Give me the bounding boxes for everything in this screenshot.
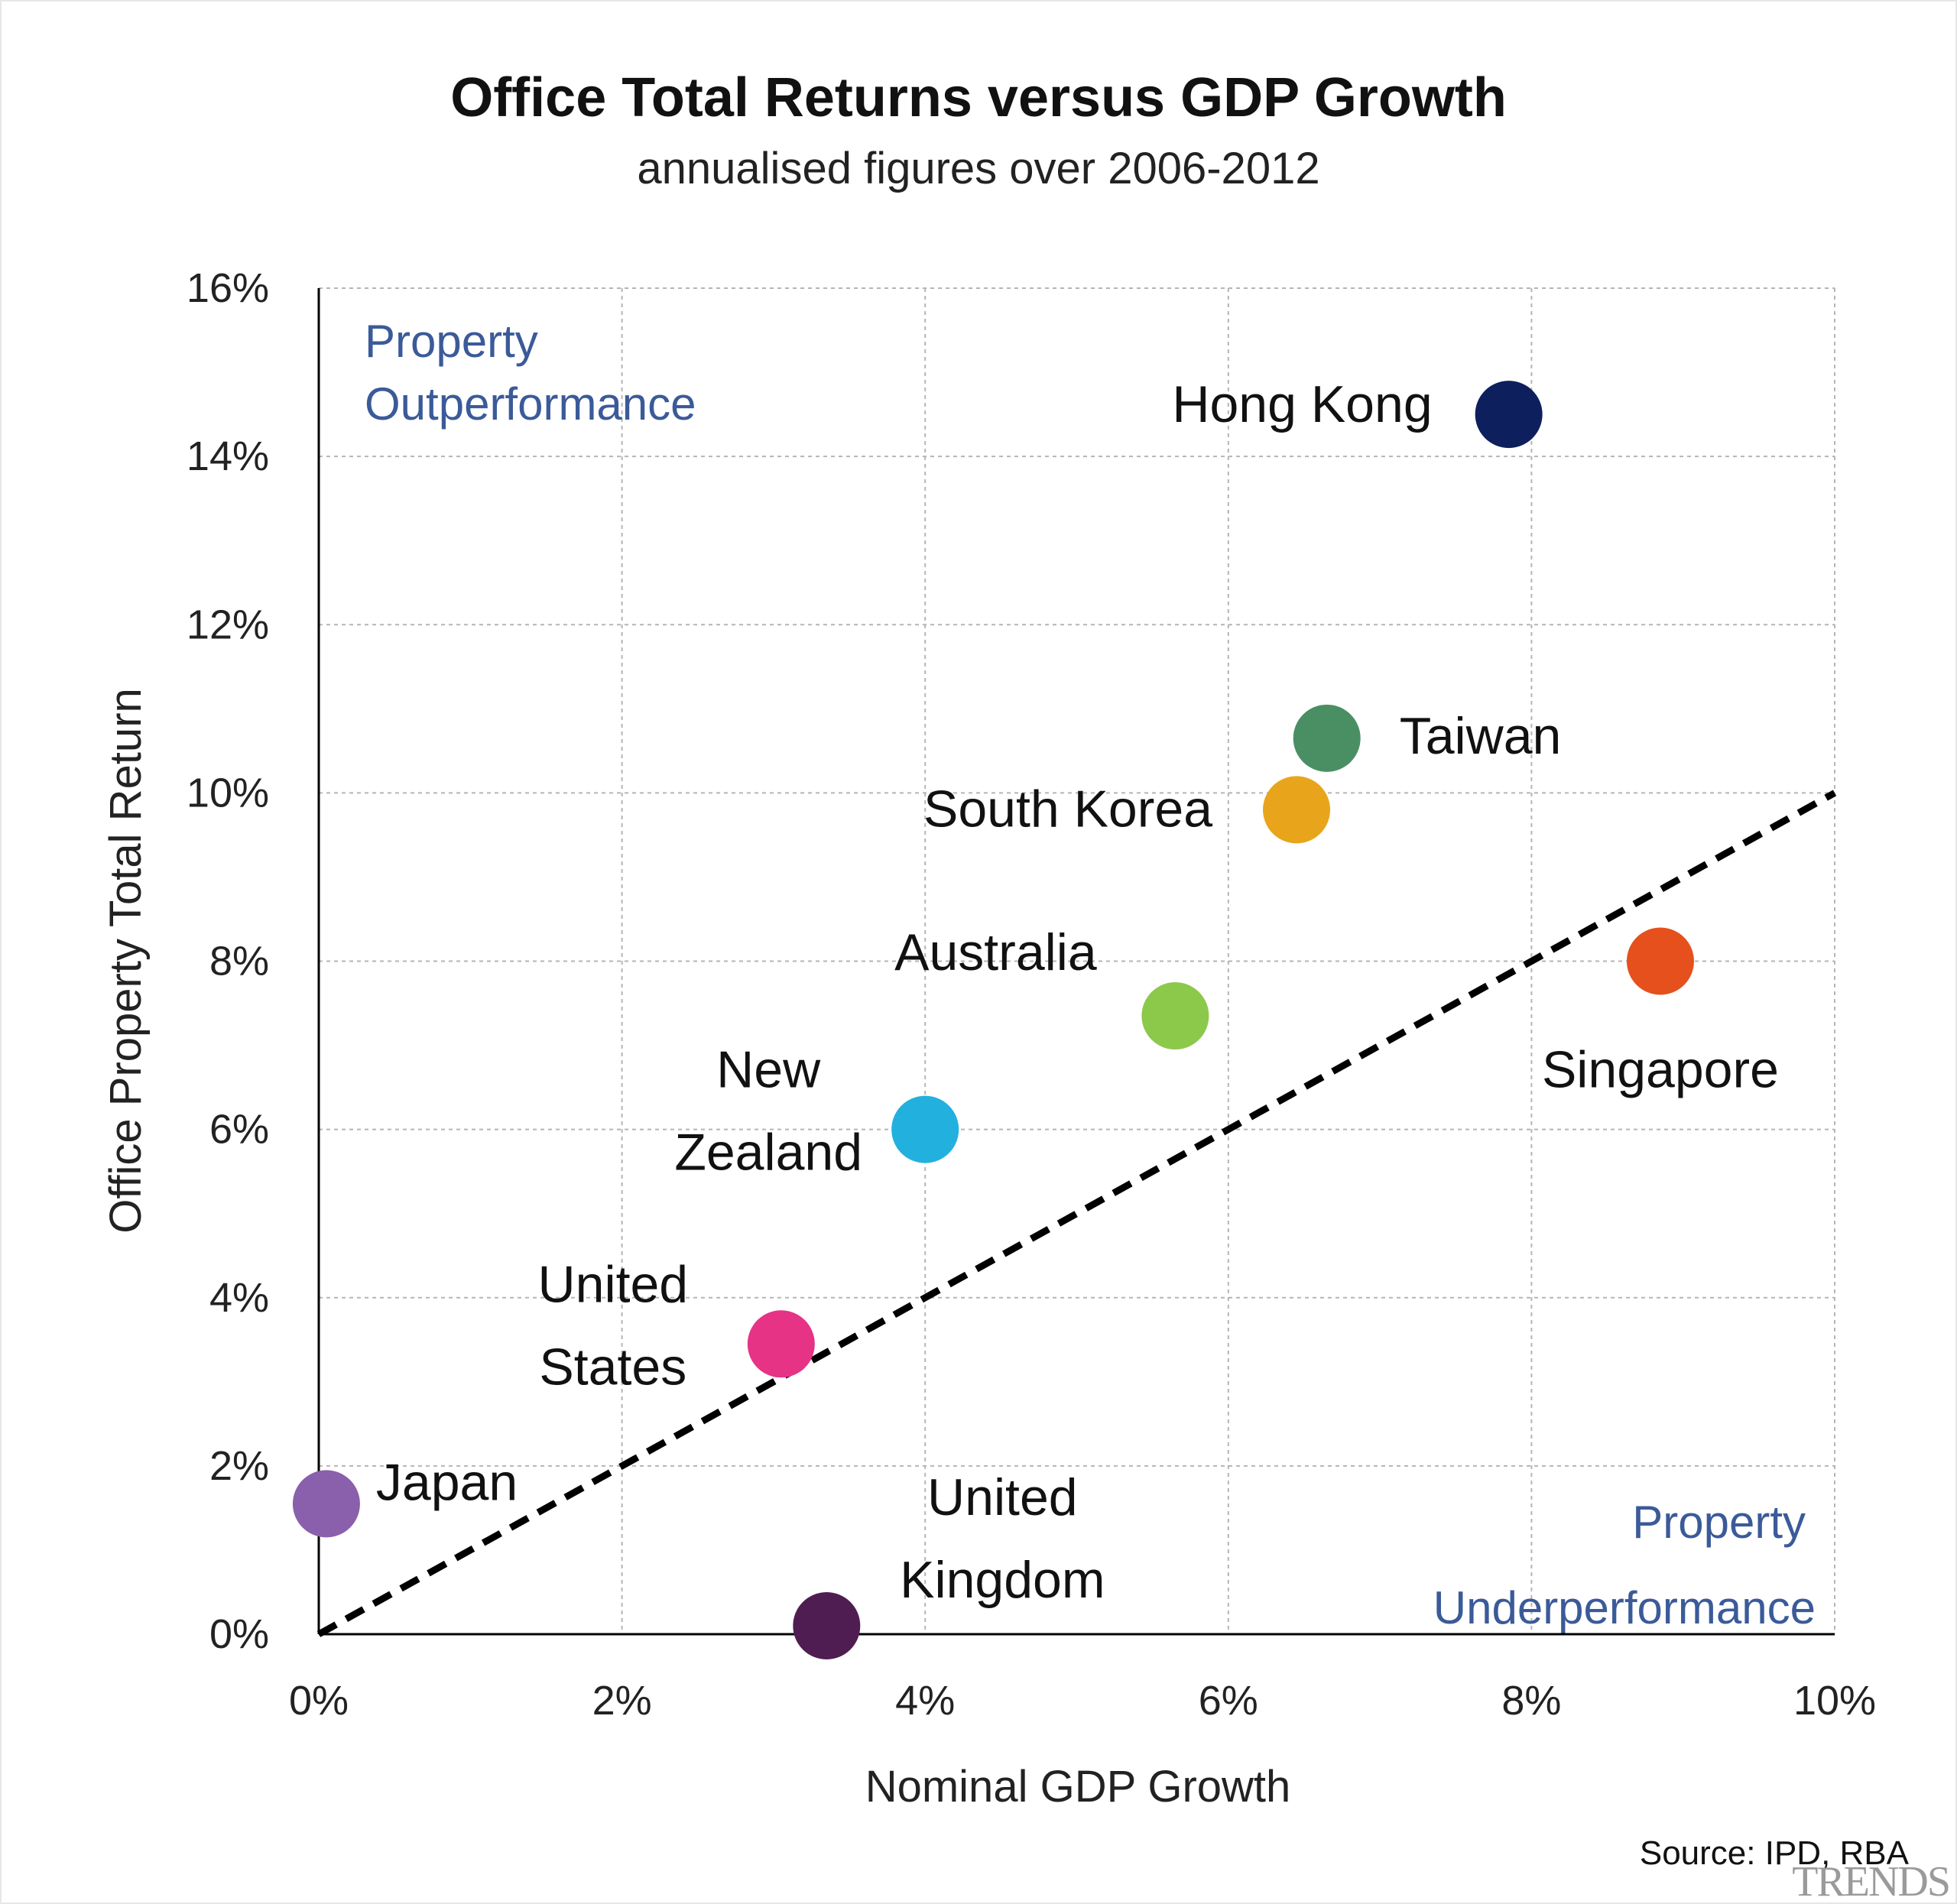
axes (317, 288, 1835, 1636)
x-tick-label: 0% (289, 1678, 349, 1724)
x-tick-label: 4% (895, 1678, 955, 1724)
point-hong-kong (1475, 381, 1543, 449)
y-tick-label: 0% (209, 1611, 269, 1657)
quadrant-annotations: Property Outperformance Property Underperfo… (365, 316, 1816, 1633)
point-singapore (1626, 927, 1694, 995)
tick-labels: 0% 2% 4% 6% 8% 10% 0% 2% 4% 6% 8% 10% 12% 14% 16% (187, 265, 1876, 1724)
y-tick-label: 8% (209, 939, 269, 984)
point-united-states (747, 1310, 815, 1378)
point-australia (1141, 982, 1209, 1050)
point-taiwan (1293, 704, 1361, 772)
label-united-states: United States (538, 1255, 689, 1396)
x-tick-label: 2% (592, 1678, 652, 1724)
y-tick-label: 14% (187, 433, 269, 479)
chart-subtitle: annualised figures over 2006-2012 (637, 144, 1319, 193)
label-new-zealand: New Zealand (674, 1041, 862, 1182)
label-singapore: Singapore (1542, 1041, 1779, 1099)
y-tick-label: 2% (209, 1443, 269, 1489)
point-united-kingdom (793, 1591, 861, 1659)
property-outperformance-note: Property Outperformance (365, 316, 696, 430)
source-note: Source: IPD, RBA (1640, 1834, 1910, 1872)
y-axis-label: Office Property Total Return (101, 688, 151, 1234)
label-taiwan: Taiwan (1400, 707, 1562, 765)
y-tick-label: 6% (209, 1107, 269, 1153)
label-south-korea: South Korea (923, 780, 1212, 838)
label-united-kingdom: United Kingdom (900, 1468, 1105, 1609)
y-tick-label: 4% (209, 1275, 269, 1321)
label-australia: Australia (894, 923, 1097, 981)
label-hong-kong: Hong Kong (1172, 375, 1432, 433)
reference-line (316, 790, 1837, 1637)
grid (319, 287, 1835, 1634)
point-south-korea (1263, 776, 1331, 844)
point-japan (292, 1470, 360, 1538)
point-new-zealand (891, 1095, 959, 1163)
property-underperformance-note: Property Underperformance (1433, 1497, 1816, 1633)
x-tick-label: 8% (1501, 1678, 1561, 1724)
x-axis-label: Nominal GDP Growth (865, 1762, 1291, 1812)
point-labels: Hong Kong Taiwan South Korea Australia New Ze… (376, 375, 1779, 1609)
label-japan: Japan (376, 1453, 518, 1511)
watermark-logo: TRENDS (1792, 1858, 1949, 1902)
x-tick-label: 6% (1199, 1678, 1258, 1724)
x-tick-label: 10% (1793, 1678, 1876, 1724)
chart-title: Office Total Returns versus GDP Growth (450, 67, 1507, 128)
y-tick-label: 12% (187, 602, 269, 647)
y-tick-label: 10% (187, 770, 269, 816)
data-points (292, 381, 1694, 1659)
y-tick-label: 16% (187, 265, 269, 311)
parity-dashed-line (316, 790, 1837, 1637)
